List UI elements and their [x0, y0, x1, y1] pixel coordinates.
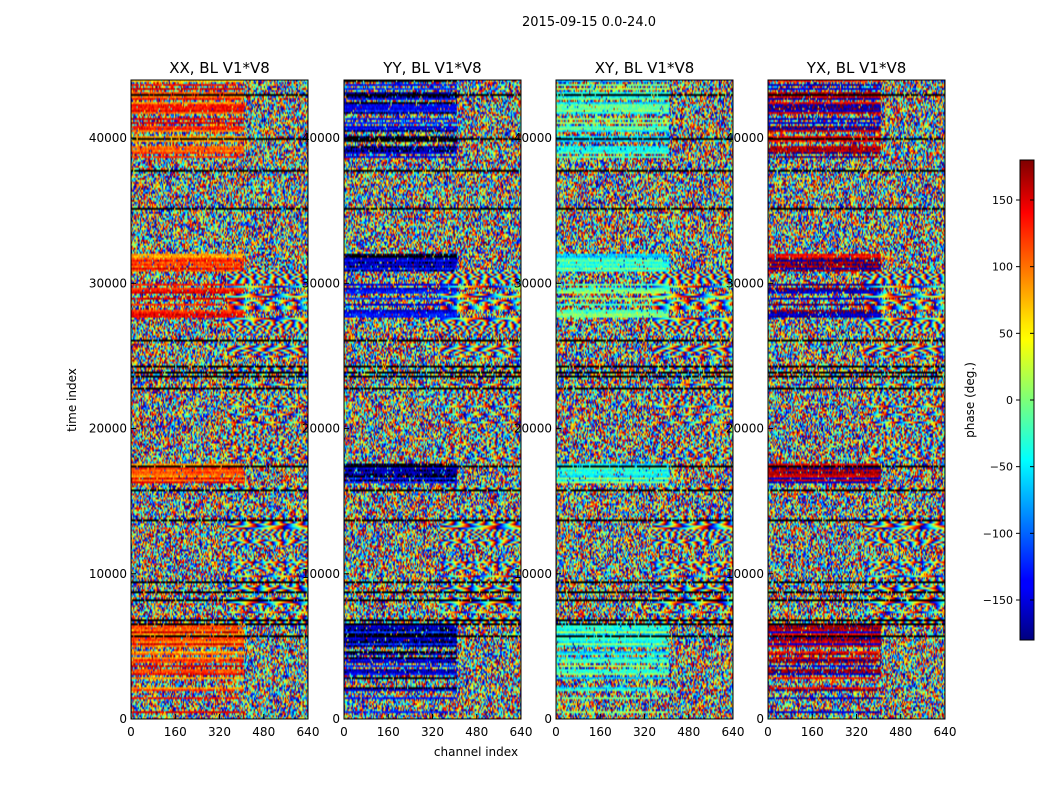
x-tick-label: 640 — [722, 725, 745, 739]
colorbar-tick-label: 50 — [999, 327, 1013, 340]
x-tick-label: 640 — [510, 725, 533, 739]
x-tick-label: 320 — [421, 725, 444, 739]
y-tick-label: 20000 — [726, 422, 764, 436]
x-tick-label: 160 — [589, 725, 612, 739]
x-tick-label: 480 — [889, 725, 912, 739]
x-tick-label: 0 — [127, 725, 135, 739]
y-tick-label: 30000 — [89, 276, 127, 290]
y-tick-label: 40000 — [726, 131, 764, 145]
x-tick-label: 480 — [465, 725, 488, 739]
x-tick-label: 640 — [297, 725, 320, 739]
y-tick-label: 10000 — [302, 567, 340, 581]
colorbar-tick-label: 100 — [992, 261, 1013, 274]
x-axis-label: channel index — [434, 745, 518, 759]
x-tick-label: 0 — [340, 725, 348, 739]
colorbar-ticks: 150 100 50 0 −50 −100 −150 — [983, 194, 1034, 607]
colorbar-tick-label: −150 — [983, 594, 1013, 607]
x-tick-label: 320 — [633, 725, 656, 739]
y-tick-label: 40000 — [89, 131, 127, 145]
panel-heatmap — [344, 80, 521, 719]
figure-title: 2015-09-15 0.0-24.0 — [522, 15, 656, 30]
colorbar-tick-label: 150 — [992, 194, 1013, 207]
colorbar-tick-label: 0 — [1006, 394, 1013, 407]
y-tick-label: 10000 — [89, 567, 127, 581]
y-tick-label: 30000 — [726, 276, 764, 290]
colorbar: 150 100 50 0 −50 −100 −150 phase (deg.) — [963, 159, 1035, 641]
y-tick-label: 0 — [544, 712, 552, 726]
panel-2: YY, BL V1*V8 0 160 320 480 640 0 10000 20000 3000… — [302, 59, 533, 739]
x-tick-label: 480 — [252, 725, 275, 739]
panel-3: XY, BL V1*V8 0 160 320 480 640 0 10000 20000 3000… — [514, 59, 745, 739]
y-tick-label: 0 — [756, 712, 764, 726]
panel-1: XX, BL V1*V8 0 160 320 480 640 0 10000 20000 3000… — [89, 59, 320, 739]
y-tick-label: 20000 — [89, 422, 127, 436]
y-axis-label: time index — [65, 368, 79, 432]
x-tick-label: 480 — [677, 725, 700, 739]
y-tick-label: 0 — [119, 712, 127, 726]
x-tick-label: 0 — [764, 725, 772, 739]
panel-heatmap — [768, 80, 945, 719]
y-tick-label: 20000 — [514, 422, 552, 436]
panels: XX, BL V1*V8 0 160 320 480 640 0 10000 20000 3000… — [89, 59, 957, 739]
y-tick-label: 10000 — [726, 567, 764, 581]
y-tick-label: 40000 — [302, 131, 340, 145]
y-tick-label: 30000 — [302, 276, 340, 290]
panel-title: YX, BL V1*V8 — [806, 59, 907, 77]
x-tick-label: 320 — [208, 725, 231, 739]
x-tick-label: 160 — [164, 725, 187, 739]
panel-heatmap — [556, 80, 733, 719]
y-tick-label: 0 — [332, 712, 340, 726]
x-tick-label: 160 — [377, 725, 400, 739]
colorbar-tick-label: −50 — [990, 461, 1013, 474]
panel-title: XX, BL V1*V8 — [169, 59, 270, 77]
y-tick-label: 40000 — [514, 131, 552, 145]
panel-title: XY, BL V1*V8 — [595, 59, 695, 77]
colorbar-label: phase (deg.) — [963, 362, 977, 438]
colorbar-tick-label: −100 — [983, 527, 1013, 540]
y-tick-label: 20000 — [302, 422, 340, 436]
panel-heatmap — [131, 80, 308, 719]
y-tick-label: 30000 — [514, 276, 552, 290]
panel-title: YY, BL V1*V8 — [382, 59, 481, 77]
panel-4: YX, BL V1*V8 0 160 320 480 640 0 10000 20000 3000… — [726, 59, 957, 739]
x-tick-label: 320 — [845, 725, 868, 739]
x-tick-label: 160 — [801, 725, 824, 739]
y-tick-label: 10000 — [514, 567, 552, 581]
x-tick-label: 640 — [934, 725, 957, 739]
x-tick-label: 0 — [552, 725, 560, 739]
